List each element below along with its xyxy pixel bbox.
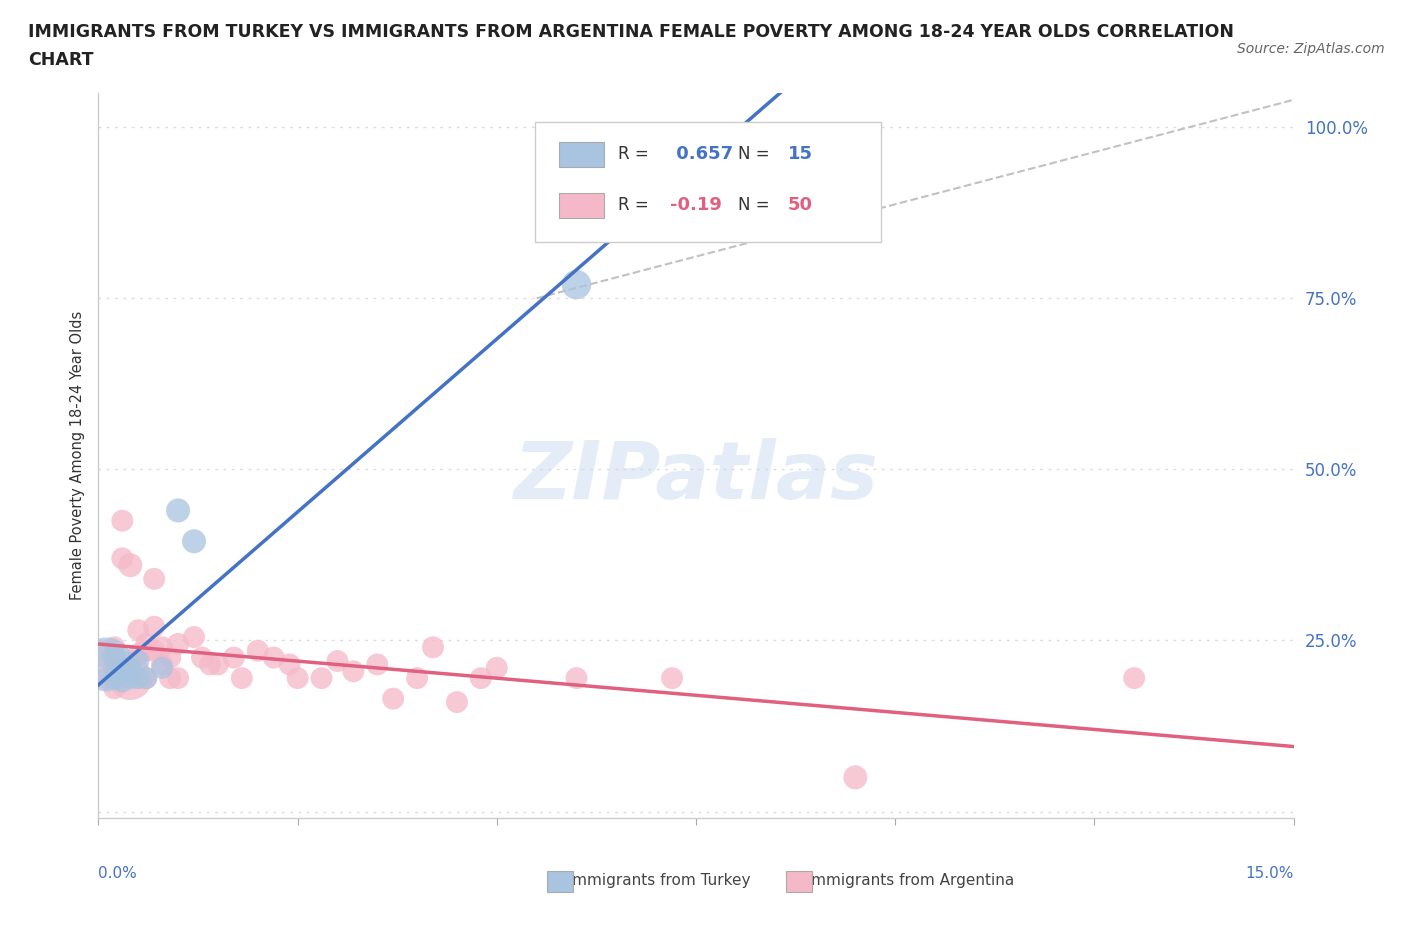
Point xyxy=(120,671,142,685)
Text: R =: R = xyxy=(619,145,654,163)
Point xyxy=(111,664,134,679)
Point xyxy=(167,636,190,651)
Point xyxy=(120,558,142,573)
Point xyxy=(111,671,134,685)
Point xyxy=(135,671,157,685)
Point xyxy=(120,654,142,669)
Point xyxy=(96,657,118,671)
Point xyxy=(96,671,118,685)
Text: N =: N = xyxy=(738,196,775,215)
Point xyxy=(150,657,173,671)
Point xyxy=(191,650,214,665)
Point xyxy=(103,681,125,696)
Point xyxy=(143,619,166,634)
Point xyxy=(287,671,309,685)
Point xyxy=(485,660,508,675)
Text: 15.0%: 15.0% xyxy=(1246,866,1294,881)
Point xyxy=(103,650,125,665)
Point xyxy=(150,640,173,655)
Point xyxy=(231,671,253,685)
Point xyxy=(96,646,118,661)
Point xyxy=(446,695,468,710)
Point xyxy=(167,503,190,518)
Point xyxy=(278,657,301,671)
FancyBboxPatch shape xyxy=(558,141,605,167)
Text: 50: 50 xyxy=(787,196,813,215)
Point xyxy=(111,660,134,675)
Point xyxy=(111,551,134,565)
Point xyxy=(135,644,157,658)
Point xyxy=(422,640,444,655)
Point xyxy=(120,671,142,685)
Point xyxy=(103,671,125,685)
Point xyxy=(342,664,364,679)
Point xyxy=(127,671,149,685)
Point xyxy=(326,654,349,669)
Point xyxy=(207,657,229,671)
Point xyxy=(111,674,134,689)
Point xyxy=(103,660,125,675)
Point xyxy=(1123,671,1146,685)
Point xyxy=(311,671,333,685)
Point xyxy=(111,513,134,528)
Text: 0.0%: 0.0% xyxy=(98,866,138,881)
FancyBboxPatch shape xyxy=(534,122,882,242)
Point xyxy=(382,691,405,706)
Text: CHART: CHART xyxy=(28,51,94,69)
FancyBboxPatch shape xyxy=(558,193,605,219)
Text: ZIPatlas: ZIPatlas xyxy=(513,438,879,516)
Point xyxy=(159,671,181,685)
Text: Source: ZipAtlas.com: Source: ZipAtlas.com xyxy=(1237,42,1385,56)
Text: 0.657: 0.657 xyxy=(669,145,733,163)
Point xyxy=(159,650,181,665)
Point xyxy=(844,770,866,785)
Point xyxy=(470,671,492,685)
Point xyxy=(183,534,205,549)
Point xyxy=(406,671,429,685)
Point xyxy=(135,636,157,651)
Point xyxy=(198,657,221,671)
Point xyxy=(565,277,588,292)
Text: R =: R = xyxy=(619,196,654,215)
Point xyxy=(661,671,683,685)
Text: -0.19: -0.19 xyxy=(669,196,721,215)
Point xyxy=(263,650,285,665)
Point xyxy=(127,623,149,638)
Point xyxy=(143,644,166,658)
Point xyxy=(127,646,149,661)
Point xyxy=(565,671,588,685)
Point xyxy=(246,644,269,658)
Point xyxy=(167,671,190,685)
Point xyxy=(366,657,388,671)
FancyBboxPatch shape xyxy=(547,871,572,892)
Text: Immigrants from Turkey: Immigrants from Turkey xyxy=(553,872,749,887)
Point xyxy=(127,671,149,685)
Text: Immigrants from Argentina: Immigrants from Argentina xyxy=(792,872,1014,887)
Text: 15: 15 xyxy=(787,145,813,163)
FancyBboxPatch shape xyxy=(786,871,811,892)
Point xyxy=(103,640,125,655)
Point xyxy=(127,654,149,669)
Point xyxy=(183,630,205,644)
Text: IMMIGRANTS FROM TURKEY VS IMMIGRANTS FROM ARGENTINA FEMALE POVERTY AMONG 18-24 Y: IMMIGRANTS FROM TURKEY VS IMMIGRANTS FRO… xyxy=(28,23,1234,41)
Y-axis label: Female Poverty Among 18-24 Year Olds: Female Poverty Among 18-24 Year Olds xyxy=(69,311,84,601)
Point xyxy=(222,650,245,665)
Point xyxy=(143,571,166,586)
Point xyxy=(120,660,142,675)
Point xyxy=(150,660,173,675)
Point xyxy=(135,671,157,685)
Text: N =: N = xyxy=(738,145,775,163)
